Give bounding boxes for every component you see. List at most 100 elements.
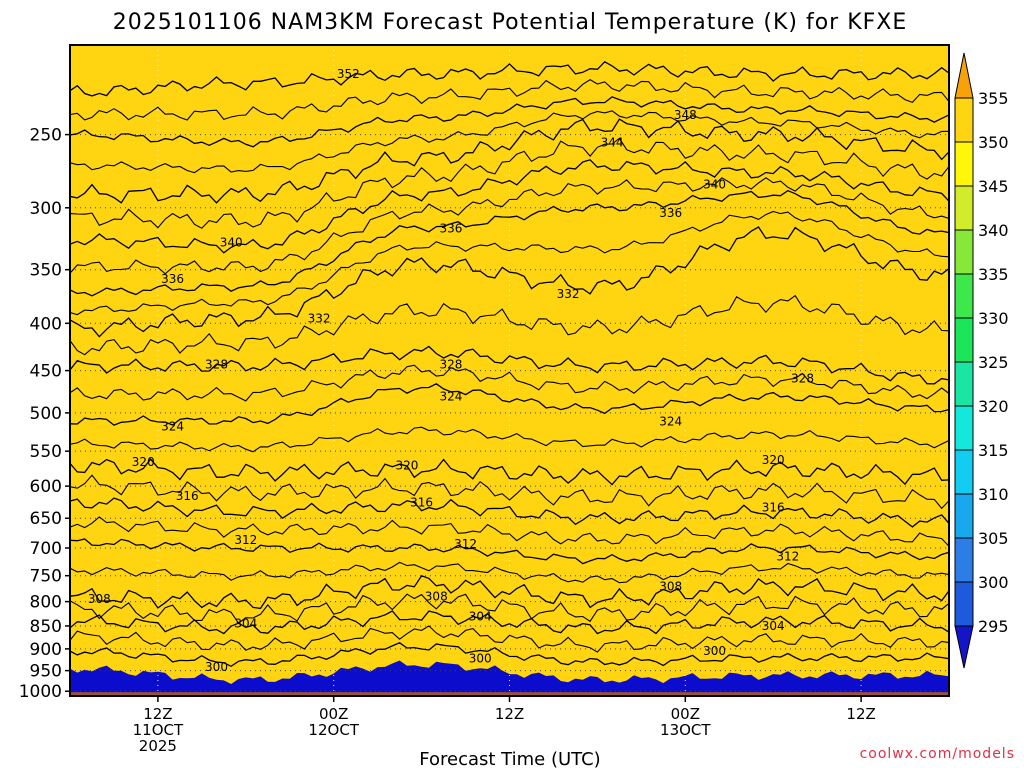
contour-minor-324 [70, 364, 949, 402]
y-tick-label: 650 [30, 509, 62, 529]
y-tick-label: 1000 [19, 682, 62, 702]
y-tick-label: 450 [30, 362, 62, 382]
contour-324 [70, 383, 949, 426]
contour-label: 308 [88, 592, 111, 606]
y-tick-label: 550 [30, 442, 62, 462]
contour-minor-344 [70, 110, 949, 174]
band-below-352 [70, 61, 949, 696]
contour-label: 308 [659, 579, 682, 593]
colorbar-bottom-triangle [954, 625, 974, 669]
contour-label: 324 [161, 419, 184, 433]
y-tick-label: 350 [30, 261, 62, 281]
contour-label: 300 [205, 660, 228, 674]
contour-label: 320 [762, 453, 785, 467]
y-axis-ticks: 250 300 350 400 450 500 550 600 650 700 750 800 850 9… [19, 126, 70, 702]
y-tick-label: 950 [30, 662, 62, 682]
contour-minor-332 [70, 210, 949, 316]
contour-label: 328 [791, 372, 814, 386]
contour-label: 332 [557, 287, 580, 301]
x-tick-label: 13OCT [660, 721, 711, 739]
y-tick-label: 750 [30, 567, 62, 587]
contour-label: 320 [132, 455, 155, 469]
y-tick-label: 400 [30, 314, 62, 334]
contour-label: 324 [659, 415, 682, 429]
colorbar-tick-label: 350 [978, 133, 1009, 152]
contour-minor-312 [70, 516, 949, 547]
contour-label: 308 [425, 590, 448, 604]
colorbar-tick-label: 305 [978, 529, 1009, 548]
colorbar-tick-label: 355 [978, 89, 1009, 108]
colorbar-tick-label: 340 [978, 221, 1009, 240]
contour-352 [70, 60, 949, 97]
contour-label: 320 [395, 459, 418, 473]
colorbar-tick-label: 300 [978, 573, 1009, 592]
chart-title: 2025101106 NAM3KM Forecast Potential Tem… [113, 10, 908, 35]
contour-label: 312 [234, 533, 257, 547]
contour-320 [70, 458, 949, 486]
x-axis-label: Forecast Time (UTC) [419, 749, 600, 768]
colorbar-tick-label: 325 [978, 353, 1009, 372]
contour-minor-316 [70, 474, 949, 510]
contour-332 [70, 226, 949, 338]
x-tick-label: 00Z [319, 705, 348, 723]
contour-minor-320 [70, 426, 949, 453]
contour-304 [70, 610, 949, 635]
contour-312 [70, 538, 949, 565]
contour-label: 300 [469, 652, 492, 666]
contour-label: 336 [439, 222, 462, 236]
contour-316 [70, 497, 949, 528]
ground-rect [70, 692, 949, 696]
colorbar-box-340 [954, 185, 974, 231]
colorbar-tick-label: 345 [978, 177, 1009, 196]
x-tick-label: 2025 [139, 737, 177, 755]
colorbar: 295 300 305 310 315 320 325 330 335 340 345 350 355 [954, 52, 1009, 669]
colorbar-tick-label: 320 [978, 397, 1009, 416]
colorbar-top-triangle [954, 52, 974, 99]
colorbar-box-315 [954, 405, 974, 451]
contour-336 [70, 189, 949, 297]
colorbar-tick-label: 330 [978, 309, 1009, 328]
contour-300 [70, 642, 949, 668]
grid-lines [70, 45, 949, 696]
ground-layer [70, 692, 949, 696]
y-tick-label: 800 [30, 593, 62, 613]
contour-label: 304 [469, 609, 492, 623]
contour-minor-340 [70, 137, 949, 229]
contour-348 [70, 96, 949, 148]
colorbar-box-305 [954, 493, 974, 539]
x-tick-label: 00Z [671, 705, 700, 723]
x-tick-label: 12Z [143, 705, 172, 723]
credit-text: coolwx.com/models [860, 746, 1015, 762]
contour-minor-308 [70, 561, 949, 584]
x-tick-label: 12OCT [308, 721, 359, 739]
contour-label: 300 [703, 644, 726, 658]
contour-label: 340 [220, 235, 243, 249]
colorbar-tick-label: 315 [978, 441, 1009, 460]
contour-label: 304 [762, 619, 785, 633]
contour-label: 324 [439, 390, 462, 404]
colorbar-tick-label: 310 [978, 485, 1009, 504]
contour-minor-304 [70, 593, 949, 624]
band-coldest [70, 660, 949, 696]
contour-label: 336 [659, 206, 682, 220]
y-tick-label: 250 [30, 126, 62, 146]
colorbar-box-300 [954, 537, 974, 583]
colorbar-box-335 [954, 229, 974, 275]
contour-label: 304 [234, 617, 257, 631]
contour-labels: 352 348 344 340 340 336 336 336 332 332 328 328 328 3… [88, 67, 814, 674]
colorbar-tick-label: 295 [978, 617, 1009, 636]
x-tick-label: 12Z [846, 705, 875, 723]
y-tick-label: 500 [30, 404, 62, 424]
contour-label: 348 [674, 108, 697, 122]
contour-328 [70, 345, 949, 385]
contour-lines [70, 60, 949, 668]
y-tick-label: 850 [30, 617, 62, 637]
contour-minor-348 [70, 79, 949, 121]
contour-label: 316 [410, 495, 433, 509]
contour-minor-300 [70, 625, 949, 653]
colorbar-box-325 [954, 317, 974, 363]
contour-label: 332 [308, 311, 331, 325]
contour-308 [70, 575, 949, 610]
contour-label: 328 [205, 357, 228, 371]
